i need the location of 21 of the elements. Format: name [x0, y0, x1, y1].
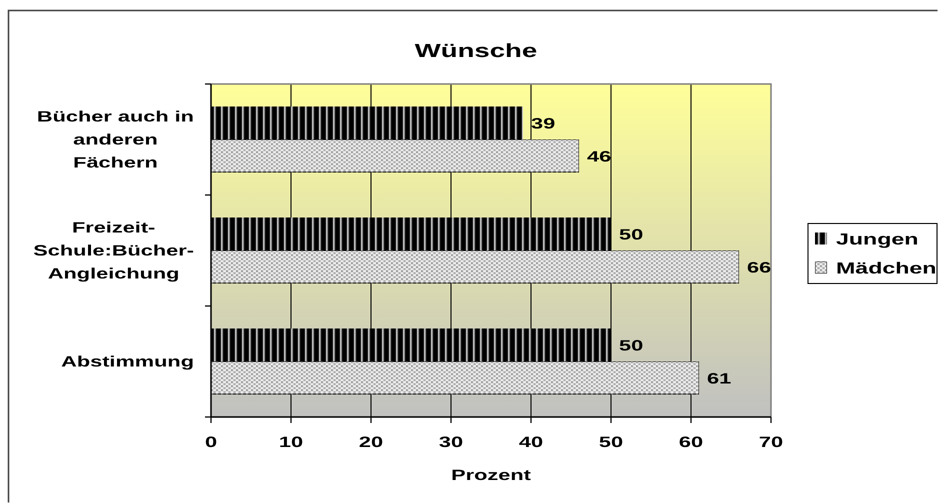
y-tick-label: Abstimmung — [61, 352, 194, 370]
legend-label: Mädchen — [836, 260, 936, 278]
data-label: 46 — [587, 148, 612, 164]
x-tick-label: 70 — [758, 433, 784, 450]
x-tick-label: 50 — [598, 433, 624, 450]
x-axis-title: Prozent — [451, 466, 531, 484]
y-tick-label: Bücher auch in anderen Fächern — [36, 108, 194, 171]
data-label: 66 — [747, 258, 772, 276]
data-label: 50 — [619, 337, 644, 354]
data-label: 39 — [531, 115, 556, 132]
x-tick-label: 40 — [518, 433, 544, 450]
legend-label: Jungen — [836, 230, 918, 249]
x-tick-label: 10 — [278, 433, 304, 450]
x-tick-label: 0 — [204, 433, 218, 450]
x-tick-label: 60 — [678, 433, 704, 450]
x-tick-label: 30 — [438, 433, 464, 450]
data-label: 61 — [707, 370, 732, 386]
y-tick-label: Freizeit-Schule:Bücher-Angleichung — [33, 218, 194, 282]
chart-title: Wünsche — [414, 40, 538, 62]
data-label: 50 — [619, 226, 644, 243]
x-tick-label: 20 — [358, 433, 384, 450]
